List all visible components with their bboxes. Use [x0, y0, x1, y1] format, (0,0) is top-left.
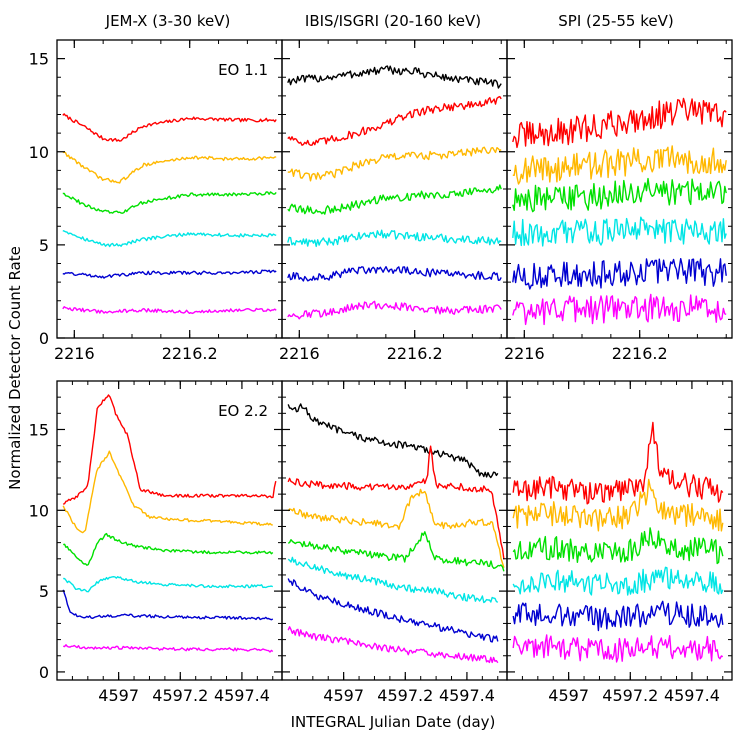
panel-ibis-eo-1-1: 2216 2216.2 [279, 39, 508, 363]
x-tick-label: 2216.2 [387, 344, 443, 363]
series-line [512, 293, 727, 326]
series-line [287, 65, 502, 89]
series-line [512, 600, 724, 632]
series-line [287, 578, 499, 643]
column-title-jemx: JEM-X (3-30 keV) [105, 12, 231, 30]
y-tick-label: 5 [39, 582, 49, 601]
series-line [512, 527, 724, 565]
series-line [63, 532, 274, 566]
x-tick-label: 4597 [98, 686, 139, 705]
series-line [287, 403, 499, 479]
y-axis-label: Normalized Detector Count Rate [6, 246, 24, 490]
column-title-spi: SPI (25-55 keV) [558, 12, 673, 30]
y-tick-label: 10 [29, 143, 49, 162]
series-line [287, 95, 502, 146]
series-line [287, 300, 502, 320]
x-tick-label: 2216 [279, 344, 320, 363]
x-tick-label: 4597.4 [214, 686, 270, 705]
x-tick-label: 4597 [548, 686, 589, 705]
x-tick-label: 4597.4 [439, 686, 495, 705]
panel-label: EO 2.2 [218, 402, 268, 420]
series-line [287, 184, 502, 215]
series-line [63, 576, 274, 593]
series-line [287, 229, 502, 248]
y-tick-label: 10 [29, 501, 49, 520]
series-line [62, 113, 277, 142]
series-line [287, 531, 505, 572]
panel-jemx-eo-1-1: 0 5 10 15 2216 2216.2 EO 1.1 [29, 39, 283, 363]
series-line [287, 266, 502, 282]
panel-frame [506, 380, 733, 681]
x-tick-label: 2216.2 [612, 344, 668, 363]
series-line [62, 151, 277, 184]
y-tick-label: 15 [29, 420, 49, 439]
panel-spi-eo-1-1: 2216 2216.2 [504, 39, 733, 363]
y-tick-label: 0 [39, 663, 49, 682]
series-line [287, 146, 502, 182]
panel-ibis-eo-2-2: 4597 4597.2 4597.4 [281, 380, 508, 705]
y-tick-label: 5 [39, 236, 49, 255]
series-line [512, 258, 727, 290]
x-tick-label: 4597.2 [377, 686, 433, 705]
series-line [512, 478, 724, 532]
series-line [62, 191, 277, 214]
series-line [62, 230, 277, 248]
x-tick-label: 4597.4 [664, 686, 720, 705]
series-line [62, 450, 273, 534]
series-line [287, 488, 505, 568]
series-line [512, 566, 724, 596]
series-line [62, 589, 274, 621]
panel-frame [56, 39, 283, 339]
series-line [62, 394, 277, 505]
series-line [512, 634, 724, 663]
column-title-ibis: IBIS/ISGRI (20-160 keV) [305, 12, 481, 30]
series-line [62, 306, 277, 315]
panel-frame [56, 380, 283, 681]
series-line [287, 556, 499, 604]
panel-label: EO 1.1 [218, 61, 268, 79]
x-tick-label: 4597.2 [152, 686, 208, 705]
series-line [512, 145, 727, 185]
series-line [512, 421, 724, 505]
x-tick-label: 2216.2 [162, 344, 218, 363]
panel-spi-eo-2-2: 4597 4597.2 4597.4 [506, 380, 733, 705]
series-line [512, 97, 727, 149]
series-line [287, 626, 499, 664]
y-tick-label: 0 [39, 329, 49, 348]
series-line [287, 445, 505, 560]
series-line [62, 269, 277, 279]
series-line [512, 216, 727, 247]
x-tick-label: 4597.2 [602, 686, 658, 705]
y-tick-label: 15 [29, 50, 49, 69]
series-line [512, 177, 727, 213]
x-axis-label: INTEGRAL Julian Date (day) [291, 713, 496, 731]
x-tick-label: 4597 [323, 686, 364, 705]
series-line [63, 644, 274, 653]
x-tick-label: 2216 [504, 344, 545, 363]
x-tick-label: 2216 [54, 344, 95, 363]
panel-jemx-eo-2-2: 0 5 10 15 4597 4597.2 4597.4 EO 2.2 [29, 380, 283, 705]
